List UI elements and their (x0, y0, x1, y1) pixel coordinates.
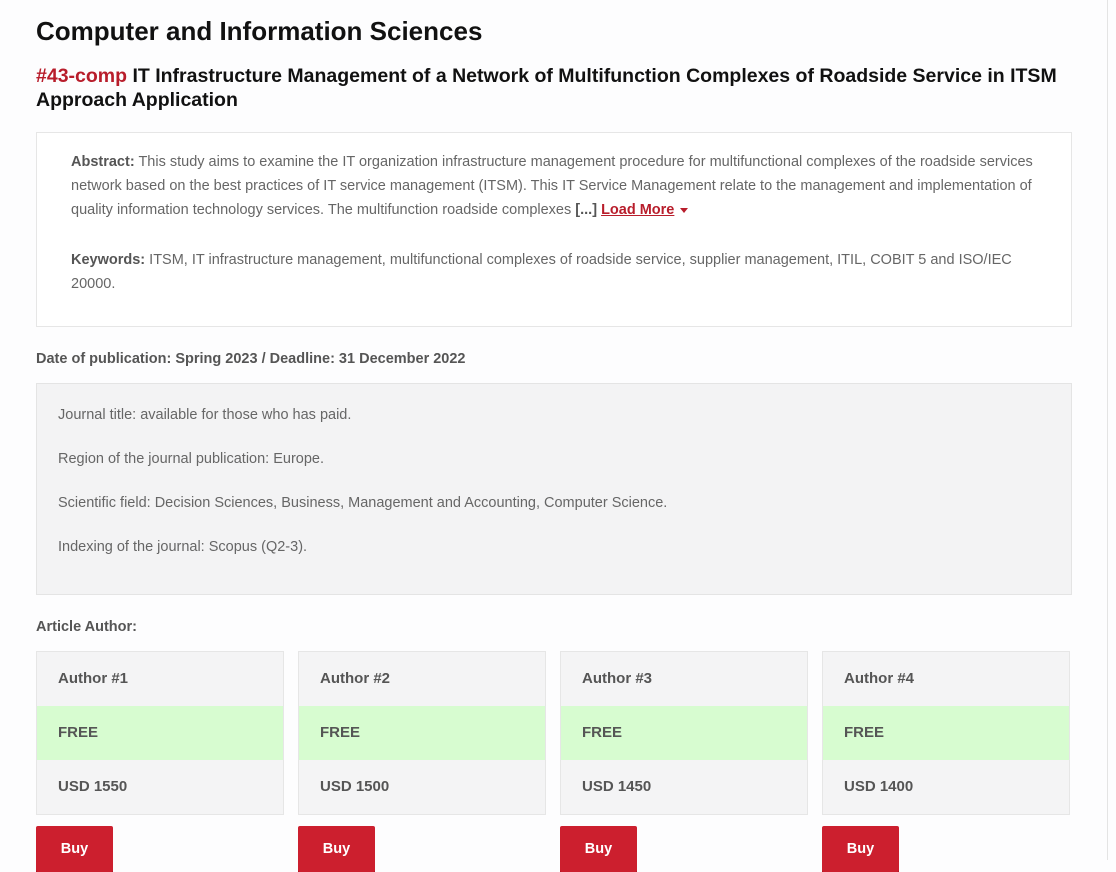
buy-button[interactable]: Buy (560, 826, 637, 872)
section-title: Computer and Information Sciences (36, 16, 483, 46)
page-frame (1107, 0, 1108, 860)
field-info: Scientific field: Decision Sciences, Bus… (58, 495, 668, 511)
region-info: Region of the journal publication: Europ… (58, 451, 325, 467)
author-status: FREE (37, 706, 283, 760)
author-status: FREE (561, 706, 807, 760)
load-more-link[interactable]: Load More (601, 202, 675, 218)
author-status: FREE (823, 706, 1069, 760)
author-card: Author #3 FREE USD 1450 Buy (560, 651, 808, 872)
article-code: #43-comp (36, 65, 128, 87)
author-name: Author #1 (37, 652, 283, 706)
buy-button[interactable]: Buy (298, 826, 375, 872)
author-price: USD 1500 (299, 760, 545, 814)
publication-date: Date of publication: Spring 2023 / Deadl… (36, 351, 466, 367)
keywords-label: Keywords: (71, 252, 146, 268)
abstract: Abstract: This study aims to examine the… (71, 150, 1037, 222)
author-card: Author #2 FREE USD 1500 Buy (298, 651, 546, 872)
author-card: Author #4 FREE USD 1400 Buy (822, 651, 1070, 872)
author-name: Author #4 (823, 652, 1069, 706)
author-name: Author #2 (299, 652, 545, 706)
author-price: USD 1400 (823, 760, 1069, 814)
keywords: Keywords: ITSM, IT infrastructure manage… (71, 248, 1037, 296)
author-status: FREE (299, 706, 545, 760)
abstract-text: This study aims to examine the IT organi… (71, 154, 1033, 218)
journal-title-info: Journal title: available for those who h… (58, 407, 352, 423)
buy-button[interactable]: Buy (36, 826, 113, 872)
caret-down-icon[interactable] (680, 207, 689, 213)
authors-label: Article Author: (36, 619, 137, 635)
author-name: Author #3 (561, 652, 807, 706)
buy-button[interactable]: Buy (822, 826, 899, 872)
abstract-box: Abstract: This study aims to examine the… (36, 132, 1072, 327)
article-title: #43-comp IT Infrastructure Management of… (36, 64, 1072, 112)
keywords-text: ITSM, IT infrastructure management, mult… (71, 252, 1012, 292)
author-card: Author #1 FREE USD 1550 Buy (36, 651, 284, 872)
abstract-ellipsis: [...] (575, 202, 598, 218)
author-cards: Author #1 FREE USD 1550 Buy Author #2 FREE US… (36, 651, 1072, 872)
article-title-text: IT Infrastructure Management of a Networ… (36, 65, 1057, 111)
author-price: USD 1550 (37, 760, 283, 814)
content: Computer and Information Sciences #43-co… (36, 0, 1072, 872)
journal-info-box: Journal title: available for those who h… (36, 383, 1072, 595)
abstract-label: Abstract: (71, 154, 135, 170)
indexing-info: Indexing of the journal: Scopus (Q2-3). (58, 539, 308, 555)
author-price: USD 1450 (561, 760, 807, 814)
